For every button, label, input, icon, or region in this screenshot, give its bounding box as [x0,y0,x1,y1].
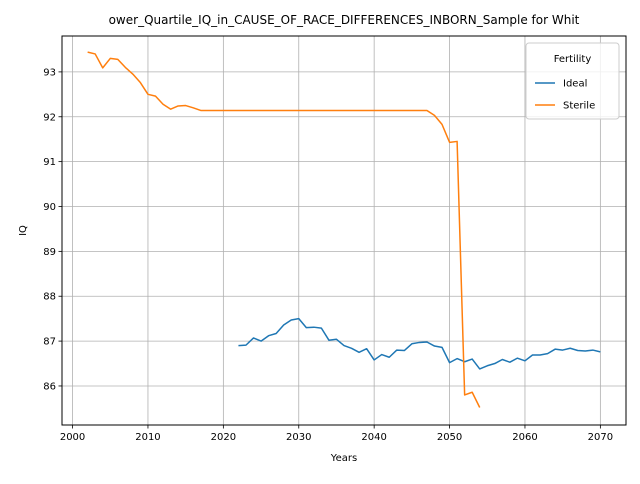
x-tick-label: 2000 [60,432,85,443]
legend-items: Ideal Sterile [535,79,595,112]
x-tick-label: 2050 [437,432,462,443]
legend-title: Fertility [554,54,592,65]
y-tick-label: 90 [43,202,56,213]
legend-label-ideal: Ideal [563,79,587,90]
y-axis-label: IQ [18,225,29,236]
series-line-ideal [238,317,601,370]
x-tick-label: 2020 [211,432,236,443]
legend: Fertility Ideal Sterile [525,42,620,120]
plot-area-frame [61,35,627,426]
x-tick-label: 2030 [286,432,311,443]
axis-ticks: 2000 2010 2020 2030 2040 2050 2060 2070 86 87 88 89… [43,67,613,443]
legend-label-sterile: Sterile [563,101,595,112]
series-line-sterile [87,51,481,408]
y-tick-label: 87 [43,337,56,348]
y-tick-label: 86 [43,381,56,392]
y-tick-label: 88 [43,292,56,303]
y-tick-label: 91 [43,157,56,168]
x-axis-label: Years [330,453,357,464]
chart-title: ower_Quartile_IQ_in_CAUSE_OF_RACE_DIFFER… [109,13,580,27]
x-tick-label: 2060 [512,432,537,443]
y-tick-label: 89 [43,247,56,258]
legend-box [525,42,620,120]
x-tick-label: 2040 [361,432,386,443]
series-lines [87,51,601,408]
y-tick-label: 93 [43,67,56,78]
x-tick-label: 2010 [135,432,160,443]
y-tick-label: 92 [43,112,56,123]
x-tick-label: 2070 [588,432,613,443]
